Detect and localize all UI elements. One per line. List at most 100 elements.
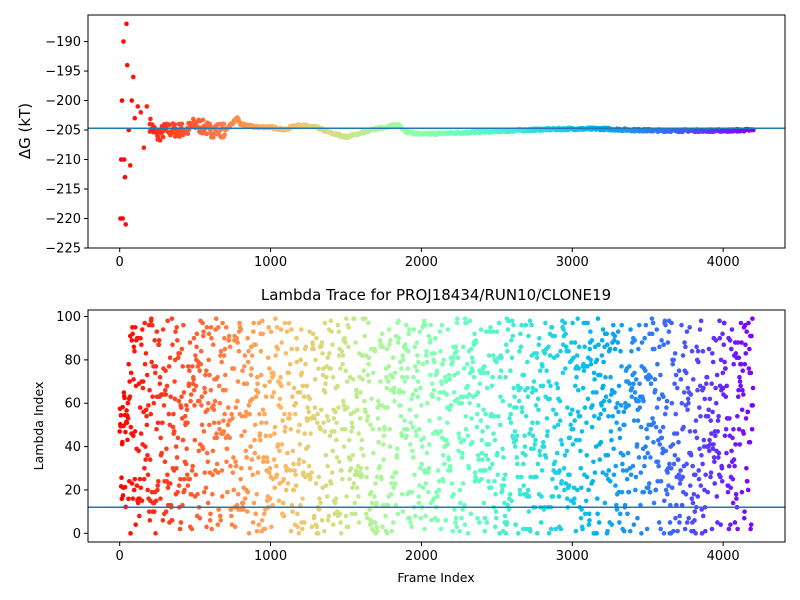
lambda-point: [730, 435, 735, 441]
lambda-point: [293, 400, 299, 406]
lambda-point: [458, 500, 463, 506]
lambda-point: [480, 457, 485, 462]
lambda-point: [184, 446, 189, 452]
lambda-x-ticks: 0 1000 2000 3000 4000: [116, 542, 740, 564]
lambda-point: [306, 463, 312, 469]
lambda-point: [424, 348, 429, 354]
lambda-point: [519, 405, 525, 410]
lambda-point: [364, 465, 370, 471]
lambda-point: [585, 396, 591, 402]
lambda-point: [275, 346, 281, 352]
lambda-point: [553, 411, 559, 417]
lambda-point: [557, 468, 562, 473]
lambda-point: [299, 526, 305, 532]
lambda-point: [730, 476, 736, 482]
lambda-point: [130, 433, 136, 439]
lambda-point: [355, 407, 360, 413]
lambda-point: [248, 444, 253, 449]
lambda-point: [152, 338, 157, 343]
lambda-point: [174, 465, 179, 471]
lambda-point: [163, 368, 168, 374]
lambda-point: [190, 463, 196, 469]
lambda-point: [709, 431, 714, 436]
lambda-point: [202, 385, 207, 391]
lambda-point: [588, 329, 593, 334]
lambda-point: [141, 476, 147, 482]
lambda-point: [252, 450, 258, 456]
lambda-point: [117, 429, 122, 434]
lambda-point: [741, 392, 746, 397]
lambda-point: [697, 327, 703, 332]
lambda-point: [721, 342, 727, 347]
lambda-point: [276, 498, 282, 504]
lambda-point: [233, 405, 239, 410]
lambda-point: [410, 424, 415, 430]
lambda-point: [512, 429, 518, 434]
lambda-point: [628, 327, 633, 332]
lambda-point: [246, 348, 251, 354]
lambda-point: [484, 385, 490, 391]
lambda-point: [256, 522, 262, 527]
lambda-point: [702, 396, 708, 402]
lambda-y-tick-label: 100: [56, 310, 81, 325]
lambda-point: [217, 513, 223, 519]
lambda-point: [673, 372, 679, 378]
lambda-point: [423, 513, 428, 519]
lambda-point: [638, 470, 644, 475]
lambda-point: [546, 344, 551, 350]
lambda-point: [584, 420, 589, 426]
lambda-point: [607, 478, 613, 484]
lambda-point: [408, 520, 413, 525]
lambda-point: [750, 403, 756, 408]
lambda-point: [206, 400, 211, 406]
lambda-point: [246, 531, 252, 536]
lambda-point: [605, 528, 610, 534]
lambda-point: [181, 476, 187, 482]
lambda-point: [501, 483, 507, 488]
lambda-point: [503, 374, 508, 380]
lambda-point: [648, 455, 653, 460]
lambda-point: [738, 383, 743, 389]
lambda-point: [295, 524, 301, 530]
lambda-point: [313, 357, 318, 363]
lambda-point: [490, 353, 496, 358]
lambda-point: [563, 344, 569, 350]
lambda-point: [328, 366, 333, 371]
lambda-point: [254, 374, 260, 380]
lambda-point: [450, 528, 456, 534]
lambda-point: [184, 407, 190, 413]
lambda-point: [658, 478, 664, 484]
lambda-point: [464, 320, 469, 326]
lambda-point: [740, 387, 745, 393]
lambda-point: [394, 446, 400, 452]
lambda-point: [685, 396, 691, 402]
lambda-point: [406, 331, 412, 337]
lambda-point: [480, 429, 485, 434]
lambda-point: [364, 418, 370, 423]
lambda-point: [187, 368, 192, 374]
lambda-point: [226, 405, 231, 410]
lambda-point: [362, 316, 368, 321]
lambda-point: [337, 366, 343, 371]
lambda-point: [401, 357, 406, 363]
lambda-point: [661, 394, 666, 400]
lambda-point: [217, 426, 222, 432]
lambda-point: [740, 368, 746, 374]
lambda-point: [554, 381, 559, 387]
lambda-point: [231, 487, 237, 493]
lambda-point: [594, 390, 599, 395]
delta-g-point: [207, 123, 213, 129]
lambda-point: [337, 459, 342, 465]
delta-g-panel: 0 1000 2000 3000 4000 −190−195−200−205−210−2…: [16, 14, 786, 270]
lambda-point: [585, 320, 590, 326]
lambda-point: [739, 489, 745, 495]
lambda-point: [384, 385, 390, 391]
lambda-point: [246, 403, 252, 408]
lambda-point: [168, 481, 173, 486]
lambda-point: [471, 374, 477, 380]
lambda-point: [706, 407, 711, 413]
lambda-point: [558, 526, 564, 532]
lambda-point: [523, 322, 529, 328]
lambda-point: [208, 387, 214, 393]
lambda-point: [191, 335, 197, 341]
